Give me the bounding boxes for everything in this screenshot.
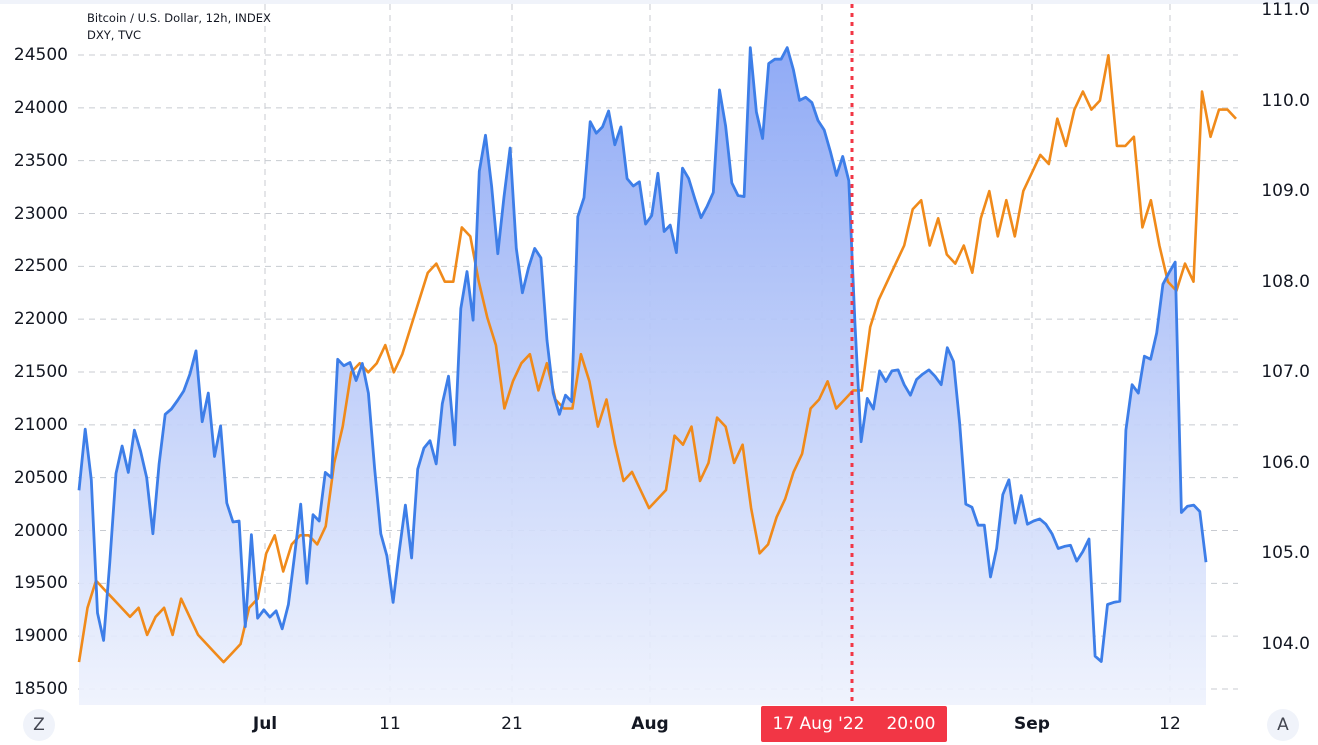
left-axis-tick: 19500 [13, 573, 68, 594]
crosshair-date: 17 Aug '22 [772, 714, 865, 734]
btc-line [77, 46, 1208, 663]
left-axis-tick: 19000 [13, 626, 68, 647]
auto-scale-button[interactable]: A [1267, 709, 1299, 741]
right-axis-tick: 107.0 [1261, 362, 1310, 383]
legend-btc: Bitcoin / U.S. Dollar, 12h, INDEX [87, 11, 271, 25]
left-axis-tick: 21500 [13, 362, 68, 382]
right-axis-tick: 106.0 [1261, 452, 1310, 473]
left-axis-tick: 23000 [13, 203, 68, 224]
left-axis-tick: 23500 [13, 150, 68, 171]
left-axis-tick: 20500 [13, 467, 68, 488]
zoom-label: Z [33, 715, 45, 735]
right-axis-tick: 111.0 [1261, 0, 1310, 20]
top-strip [0, 0, 1318, 4]
right-axis-tick: 109.0 [1261, 181, 1310, 202]
time-axis-tick: 12 [1159, 714, 1181, 734]
left-axis-tick: 20000 [13, 520, 68, 541]
btc-area-fill [79, 47, 1206, 706]
time-axis-tick: 21 [501, 714, 523, 734]
zoom-reset-button[interactable]: Z [23, 709, 55, 741]
time-axis-tick: Jul [252, 714, 278, 734]
right-axis-tick: 105.0 [1261, 543, 1310, 564]
legend-dxy: DXY, TVC [87, 28, 141, 42]
time-axis-tick: Sep [1014, 714, 1050, 734]
crosshair-time-label: 17 Aug '22 20:00 [761, 706, 947, 742]
left-axis-tick: 24000 [13, 97, 68, 118]
left-axis-tick: 22500 [13, 256, 68, 277]
right-axis-tick: 104.0 [1261, 634, 1310, 654]
right-axis-tick: 108.0 [1261, 271, 1310, 292]
crosshair-time: 20:00 [886, 714, 936, 734]
left-axis-tick: 24500 [13, 45, 68, 65]
chart-legend: Bitcoin / U.S. Dollar, 12h, INDEX DXY, T… [87, 10, 271, 44]
auto-label: A [1277, 715, 1289, 735]
right-axis-tick: 110.0 [1261, 90, 1310, 111]
left-axis-tick: 18500 [13, 679, 68, 699]
dxy-line [77, 53, 1237, 664]
time-axis-tick: 11 [379, 714, 401, 734]
time-axis-tick: Aug [631, 714, 669, 734]
left-axis-tick: 21000 [13, 414, 68, 435]
left-axis-tick: 22000 [13, 309, 68, 330]
